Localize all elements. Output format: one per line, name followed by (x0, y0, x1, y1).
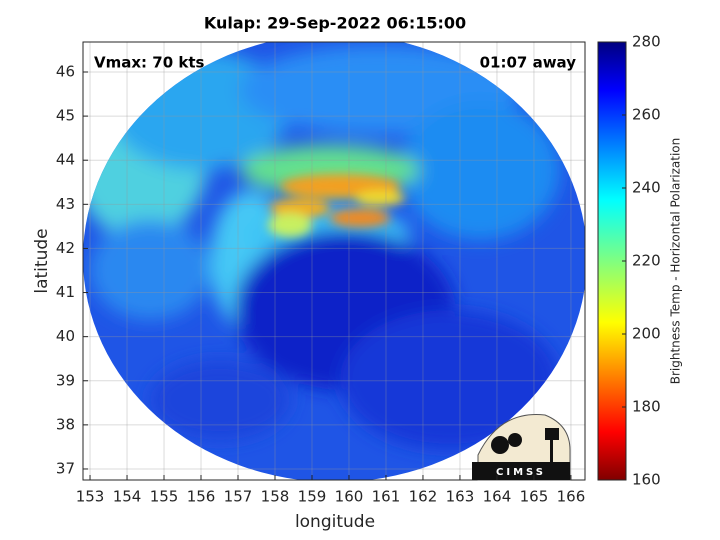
y-tick-label: 41 (56, 283, 75, 301)
x-tick-label: 154 (113, 488, 142, 506)
satellite-image (83, 42, 585, 480)
x-tick-label: 164 (483, 488, 512, 506)
annotation: 01:07 away (480, 54, 577, 72)
y-tick-label: 40 (56, 327, 75, 345)
logo-text: CIMSS (496, 467, 546, 478)
colorbar-tick-label: 160 (632, 471, 661, 489)
x-tick-label: 166 (557, 488, 586, 506)
x-tick-label: 161 (372, 488, 401, 506)
plot-frame (82, 41, 586, 481)
y-tick-label: 46 (56, 62, 75, 80)
y-tick-label: 43 (56, 195, 75, 213)
y-tick-label: 42 (56, 239, 75, 257)
colorbar-tick-label: 240 (632, 179, 661, 197)
colorbar-tick-label: 280 (632, 33, 661, 51)
x-tick-label: 163 (446, 488, 475, 506)
y-tick-label: 44 (56, 151, 75, 169)
y-axis-label: latitude (32, 228, 52, 293)
colorbar-tick-label: 180 (632, 398, 661, 416)
y-tick-label: 45 (56, 107, 75, 125)
colorbar-tick-label: 220 (632, 252, 661, 270)
y-tick-label: 38 (56, 415, 75, 433)
grid (83, 42, 585, 480)
x-tick-label: 159 (298, 488, 327, 506)
x-tick-label: 157 (224, 488, 253, 506)
x-tick-label: 158 (261, 488, 290, 506)
y-tick-label: 37 (56, 459, 75, 477)
y-tick-label: 39 (56, 371, 75, 389)
x-tick-label: 155 (150, 488, 179, 506)
chart-title: Kulap: 29-Sep-2022 06:15:00 (204, 14, 466, 33)
x-tick-label: 156 (187, 488, 216, 506)
colorbar (597, 41, 627, 481)
x-tick-label: 165 (520, 488, 549, 506)
x-axis-label: longitude (295, 512, 375, 532)
colorbar-tick-label: 260 (632, 106, 661, 124)
annotation: Vmax: 70 kts (94, 54, 204, 72)
x-tick-label: 153 (76, 488, 105, 506)
colorbar-label: Brightness Temp - Horizontal Polarizatio… (669, 138, 683, 385)
x-tick-label: 162 (409, 488, 438, 506)
colorbar-tick-label: 200 (632, 325, 661, 343)
x-tick-label: 160 (335, 488, 364, 506)
